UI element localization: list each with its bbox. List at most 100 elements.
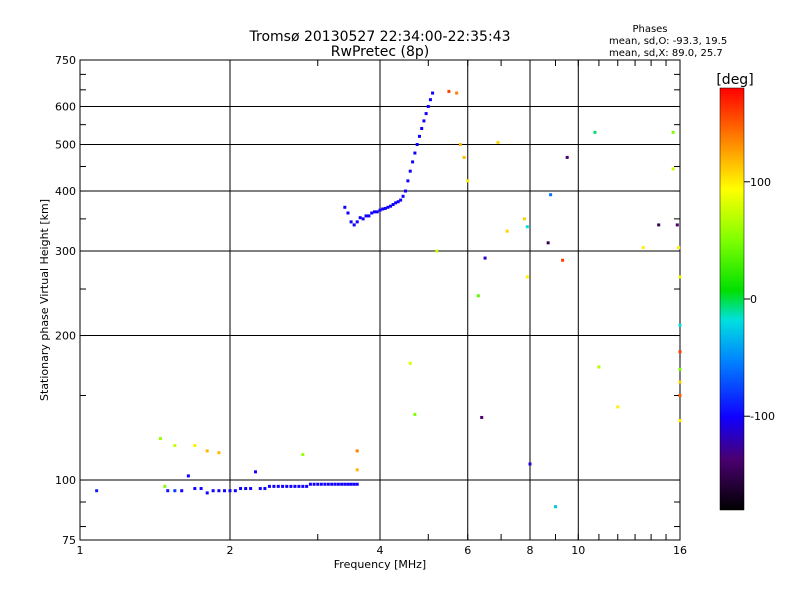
data-point (249, 487, 253, 491)
data-point (217, 451, 221, 455)
data-point (239, 487, 243, 491)
data-point (386, 205, 390, 209)
data-point (616, 405, 620, 409)
data-point (253, 470, 257, 474)
data-point (330, 482, 334, 486)
data-point (217, 489, 221, 493)
data-point (166, 489, 170, 493)
data-point (367, 214, 371, 218)
data-point (417, 134, 421, 138)
data-point (466, 179, 470, 183)
data-point (480, 415, 484, 419)
data-point (678, 380, 682, 384)
y-tick-label: 100 (55, 474, 76, 487)
data-point (413, 151, 417, 155)
data-point (525, 225, 529, 229)
data-point (476, 294, 480, 298)
data-point (525, 275, 529, 279)
data-point (355, 468, 359, 472)
data-point (336, 482, 340, 486)
y-tick-label: 300 (55, 245, 76, 258)
y-axis-label: Stationary phase Virtual Height [km] (38, 199, 51, 401)
stats-line-o: mean, sd,O: -93.3, 19.5 (609, 36, 727, 47)
data-point (319, 482, 323, 486)
data-point (163, 484, 167, 488)
data-point (343, 205, 347, 209)
data-point (326, 482, 330, 486)
data-point (462, 155, 466, 159)
x-tick-label: 16 (673, 544, 687, 557)
data-point (435, 249, 439, 253)
data-point (349, 220, 353, 224)
data-point (173, 444, 177, 448)
colorbar (719, 87, 745, 511)
data-point (675, 223, 679, 227)
data-point (678, 367, 682, 371)
data-point (458, 143, 462, 147)
axis-ticks (79, 59, 681, 540)
data-point (349, 482, 353, 486)
data-point (483, 256, 487, 260)
data-point (293, 484, 297, 488)
data-point (173, 489, 177, 493)
y-tick-label: 500 (55, 139, 76, 152)
data-point (528, 462, 532, 466)
data-point (355, 449, 359, 453)
x-tick-label: 10 (571, 544, 585, 557)
data-point (355, 220, 359, 224)
data-point (415, 143, 419, 147)
data-point (228, 489, 232, 493)
data-point (597, 365, 601, 369)
data-point (593, 130, 597, 134)
data-point (431, 91, 435, 95)
data-point (383, 206, 387, 210)
y-tick-label: 400 (55, 185, 76, 198)
data-point (301, 453, 305, 457)
data-point (406, 179, 410, 183)
data-point (205, 449, 209, 453)
data-point (378, 208, 382, 212)
data-point (678, 350, 682, 354)
data-point (199, 487, 203, 491)
data-point (678, 323, 682, 327)
data-point (343, 482, 347, 486)
data-points (95, 89, 682, 509)
data-point (297, 484, 301, 488)
data-point (546, 241, 550, 245)
x-tick-labels: 1 2 4 6 8 10 16 (77, 544, 688, 557)
data-point (95, 489, 99, 493)
data-point (411, 160, 415, 164)
colorbar-tick-label: -100 (750, 410, 775, 423)
colorbar-ticks: 100 0 -100 (744, 176, 775, 423)
data-point (641, 246, 645, 250)
data-point (373, 210, 377, 214)
y-tick-label: 600 (55, 101, 76, 114)
data-point (258, 487, 262, 491)
data-point (223, 489, 227, 493)
data-point (678, 394, 682, 398)
data-point (305, 484, 309, 488)
data-point (391, 202, 395, 206)
x-axis-label: Frequency [MHz] (334, 558, 426, 571)
data-point (285, 484, 289, 488)
data-point (420, 126, 424, 130)
colorbar-tick-label: 0 (750, 293, 757, 306)
data-point (399, 198, 403, 202)
data-point (422, 119, 426, 123)
data-point (447, 89, 451, 93)
data-point (281, 484, 285, 488)
data-point (370, 211, 374, 215)
data-point (358, 216, 362, 220)
data-point (505, 229, 509, 233)
y-tick-label: 200 (55, 330, 76, 343)
data-point (657, 223, 661, 227)
data-point (413, 412, 417, 416)
data-point (678, 275, 682, 279)
data-point (396, 200, 400, 204)
data-point (381, 207, 385, 211)
data-point (333, 482, 337, 486)
data-point (211, 489, 215, 493)
data-point (233, 489, 237, 493)
data-point (408, 169, 412, 173)
data-point (312, 482, 316, 486)
